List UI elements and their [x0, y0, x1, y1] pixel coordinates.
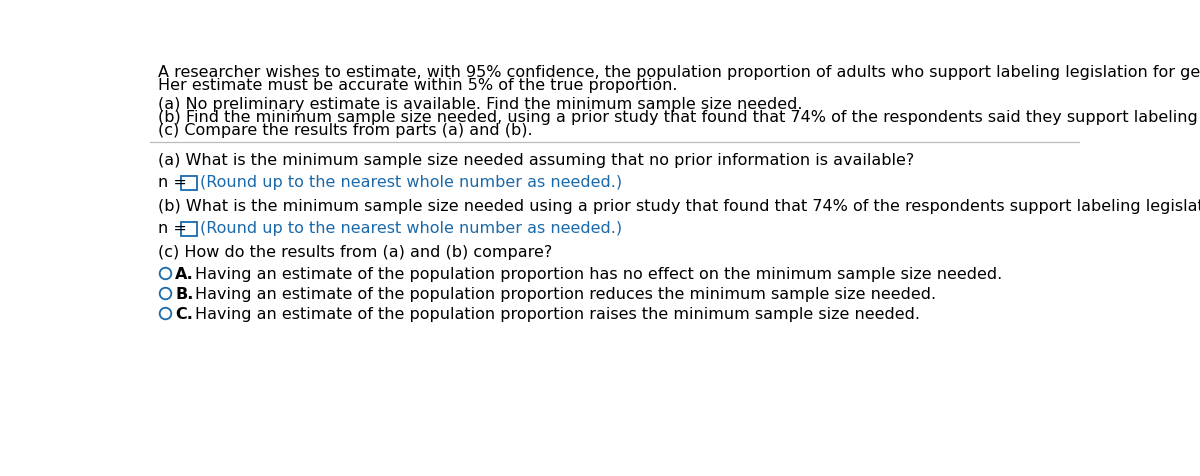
Text: B.: B.: [175, 288, 193, 302]
Text: A researcher wishes to estimate, with 95% confidence, the population proportion : A researcher wishes to estimate, with 95…: [157, 65, 1200, 80]
Bar: [181, 176, 197, 189]
Text: A.: A.: [175, 268, 194, 282]
Text: n =: n =: [157, 221, 187, 236]
Text: (b) Find the minimum sample size needed, using a prior study that found that 74%: (b) Find the minimum sample size needed,…: [157, 110, 1200, 125]
Text: (c) Compare the results from parts (a) and (b).: (c) Compare the results from parts (a) a…: [157, 123, 533, 139]
Text: (a) No preliminary estimate is available. Find the minimum sample size needed.: (a) No preliminary estimate is available…: [157, 97, 803, 112]
Text: Having an estimate of the population proportion reduces the minimum sample size : Having an estimate of the population pro…: [196, 288, 936, 302]
Text: (Round up to the nearest whole number as needed.): (Round up to the nearest whole number as…: [200, 221, 623, 236]
Bar: [181, 222, 197, 236]
Text: C.: C.: [175, 307, 193, 322]
Text: (Round up to the nearest whole number as needed.): (Round up to the nearest whole number as…: [200, 175, 623, 190]
Text: (b) What is the minimum sample size needed using a prior study that found that 7: (b) What is the minimum sample size need…: [157, 199, 1200, 214]
Text: n =: n =: [157, 175, 187, 190]
Text: Having an estimate of the population proportion raises the minimum sample size n: Having an estimate of the population pro…: [196, 307, 920, 322]
Text: Her estimate must be accurate within 5% of the true proportion.: Her estimate must be accurate within 5% …: [157, 78, 677, 93]
Text: Having an estimate of the population proportion has no effect on the minimum sam: Having an estimate of the population pro…: [196, 268, 1002, 282]
Text: (a) What is the minimum sample size needed assuming that no prior information is: (a) What is the minimum sample size need…: [157, 153, 914, 168]
Text: (c) How do the results from (a) and (b) compare?: (c) How do the results from (a) and (b) …: [157, 245, 552, 260]
